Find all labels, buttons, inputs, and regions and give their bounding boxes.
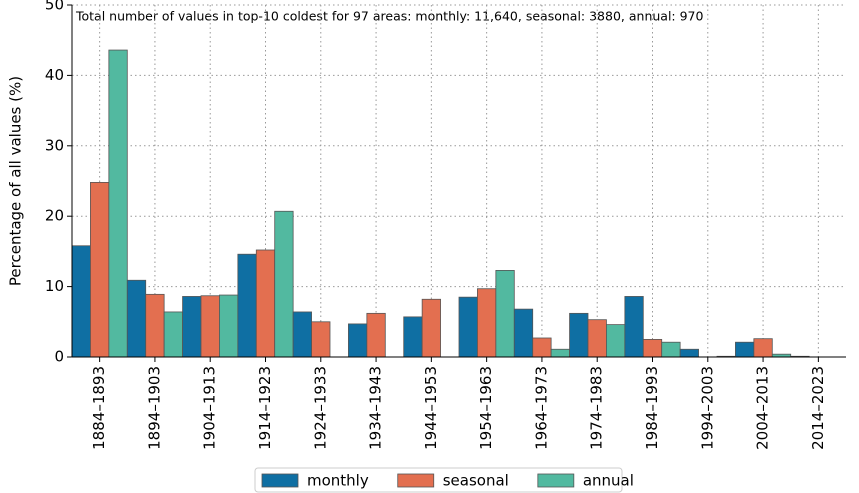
annotation: Total number of values in top-10 coldest… bbox=[75, 9, 704, 24]
bar bbox=[569, 312, 589, 358]
bar bbox=[532, 337, 552, 358]
legend-swatch bbox=[261, 473, 299, 488]
y-tick-label: 30 bbox=[45, 136, 64, 154]
legend-swatch bbox=[397, 473, 435, 488]
bar bbox=[237, 253, 257, 358]
bar bbox=[71, 245, 91, 358]
legend-frame bbox=[254, 467, 623, 493]
bar bbox=[274, 210, 294, 358]
x-tick-label: 1974–1983 bbox=[588, 366, 606, 450]
bar bbox=[311, 321, 331, 358]
y-axis-label: Percentage of all values (%) bbox=[7, 76, 25, 286]
bar bbox=[182, 296, 202, 358]
y-tick-label: 20 bbox=[45, 207, 64, 225]
x-tick-label: 1994–2003 bbox=[698, 366, 716, 450]
bar bbox=[90, 182, 110, 358]
x-tick-label: 1944–1953 bbox=[422, 366, 440, 450]
bar bbox=[495, 270, 515, 358]
x-tick-label: 2004–2013 bbox=[754, 366, 772, 450]
bar bbox=[606, 324, 626, 358]
y-tick-label: 10 bbox=[45, 277, 64, 295]
bar bbox=[145, 293, 165, 358]
bar bbox=[292, 311, 312, 358]
legend-label: monthly bbox=[307, 472, 369, 490]
bar bbox=[477, 288, 497, 358]
bar bbox=[679, 348, 699, 358]
bar bbox=[163, 311, 183, 358]
legend: monthly seasonal annual bbox=[254, 467, 634, 493]
x-tick-label: 1914–1923 bbox=[256, 366, 274, 450]
bar bbox=[513, 308, 534, 358]
bar bbox=[624, 296, 644, 358]
bar bbox=[587, 319, 607, 358]
y-tick-label: 0 bbox=[54, 348, 64, 366]
x-tick-label: 2014–2023 bbox=[809, 366, 827, 450]
bar bbox=[550, 348, 570, 358]
bar bbox=[458, 296, 478, 358]
bar bbox=[753, 338, 773, 358]
bar bbox=[642, 338, 663, 358]
bar bbox=[661, 341, 681, 358]
bar bbox=[126, 279, 147, 358]
x-tick-label: 1924–1933 bbox=[311, 366, 329, 450]
bar bbox=[255, 249, 276, 358]
bar bbox=[200, 295, 220, 358]
y-tick-label: 50 bbox=[45, 0, 64, 14]
y-tick-label: 40 bbox=[45, 66, 64, 84]
x-tick-label: 1934–1943 bbox=[367, 366, 385, 450]
bar bbox=[366, 312, 386, 358]
x-tick-label: 1904–1913 bbox=[201, 366, 219, 450]
x-tick-label: 1984–1993 bbox=[643, 366, 661, 450]
bar bbox=[219, 294, 239, 358]
bar bbox=[735, 341, 755, 358]
bar bbox=[403, 316, 423, 358]
bar bbox=[348, 323, 368, 358]
legend-label: seasonal bbox=[443, 472, 509, 490]
bar bbox=[421, 298, 441, 358]
x-tick-label: 1884–1893 bbox=[90, 366, 108, 450]
x-tick-label: 1954–1963 bbox=[477, 366, 495, 450]
legend-swatch bbox=[537, 473, 575, 488]
x-tick-label: 1894–1903 bbox=[145, 366, 163, 450]
legend-label: annual bbox=[583, 472, 634, 490]
bar bbox=[108, 49, 128, 358]
x-tick-label: 1964–1973 bbox=[532, 366, 550, 450]
